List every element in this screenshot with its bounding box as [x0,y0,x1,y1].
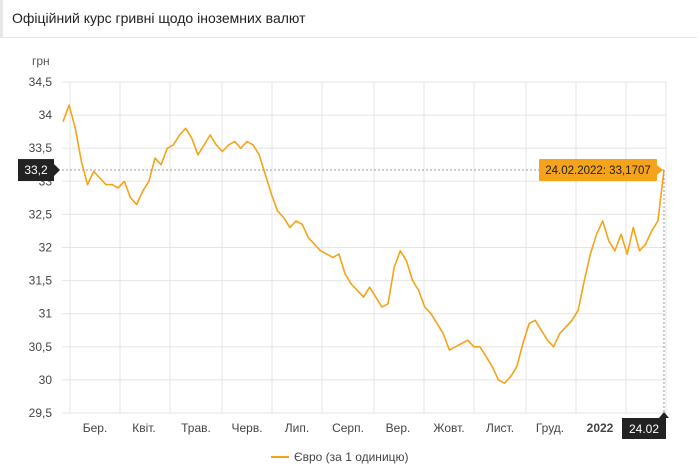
y-tick-label: 31,5 [29,274,53,288]
y-tick-label: 34 [39,108,53,122]
series-layer [62,104,665,385]
highlight-layer: 33,2 24.02 24.02.2022: 33,1707 [18,159,669,439]
y-tick-label: 29,5 [29,406,53,420]
line-chart[interactable]: грн34,53433,53332,53231,53130,53029,5Бер… [0,40,700,471]
x-tick-label: Черв. [231,421,262,435]
y-axis-label: грн [32,54,50,68]
x-tick-label: Лист. [486,421,514,435]
x-value-marker: 24.02 [622,412,669,439]
x-tick-label: Груд. [536,421,564,435]
x-tick-label: Трав. [181,421,211,435]
page-header: Офіційний курс гривні щодо іноземних вал… [0,0,697,38]
axis-layer: грн34,53433,53332,53231,53130,53029,5Бер… [29,54,614,435]
y-tick-label: 30 [39,373,53,387]
chart-container[interactable]: грн 34,5 34 33,5 33 32,5 32 31,5 31 30,5 30 29,5 Бер… [0,40,700,471]
y-tick-label: 34,5 [29,75,53,89]
x-tick-label: Серп. [332,421,364,435]
y-tick-label: 32,5 [29,207,53,221]
y-tick-label: 33,5 [29,141,53,155]
y-tick-label: 30,5 [29,340,53,354]
y-tick-label: 32 [39,241,53,255]
legend[interactable]: Євро (за 1 одиницю) [271,450,409,464]
x-tick-label: 2022 [587,421,614,435]
x-tick-label: Вер. [386,421,411,435]
y-value-marker: 33,2 [18,159,60,182]
y-value-marker-label: 33,2 [24,163,48,177]
legend-label-euro[interactable]: Євро (за 1 одиницю) [294,450,409,464]
y-tick-label: 31 [39,307,53,321]
x-value-marker-label: 24.02 [629,422,659,436]
tooltip: 24.02.2022: 33,1707 [539,159,663,182]
x-tick-label: Бер. [83,421,108,435]
x-tick-label: Квіт. [132,421,156,435]
x-tick-label: Жовт. [433,421,464,435]
grid-layer [62,81,667,414]
x-tick-label: Лип. [285,421,309,435]
page-title: Офіційний курс гривні щодо іноземних вал… [12,10,306,26]
series-line-euro [62,104,665,385]
tooltip-text: 24.02.2022: 33,1707 [545,165,651,177]
